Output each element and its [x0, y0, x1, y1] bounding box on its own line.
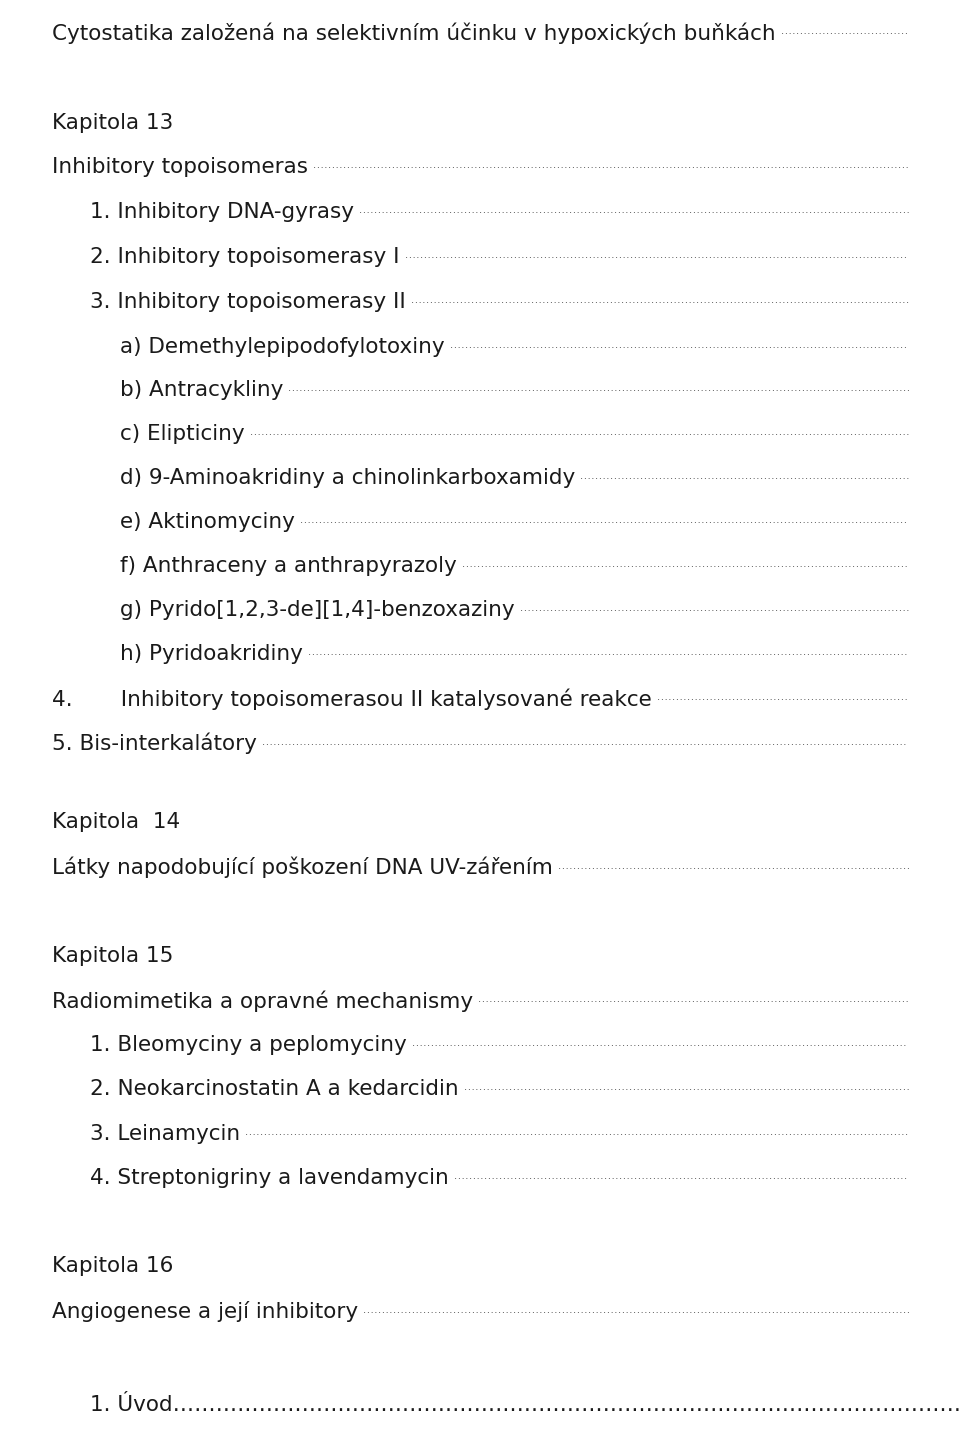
Text: 5. Bis-interkalátory: 5. Bis-interkalátory: [52, 732, 257, 754]
Text: Inhibitory topoisomeras: Inhibitory topoisomeras: [52, 157, 308, 177]
Text: 2. Inhibitory topoisomerasy I: 2. Inhibitory topoisomerasy I: [90, 247, 399, 267]
Text: f) Anthraceny a anthrapyrazoly: f) Anthraceny a anthrapyrazoly: [120, 556, 457, 576]
Text: Kapitola 13: Kapitola 13: [52, 113, 173, 134]
Text: a) Demethylepipodofylotoxiny: a) Demethylepipodofylotoxiny: [120, 337, 444, 358]
Text: 2. Neokarcinostatin A a kedarcidin: 2. Neokarcinostatin A a kedarcidin: [90, 1078, 459, 1099]
Text: 4.       Inhibitory topoisomerasou II katalysované reakce: 4. Inhibitory topoisomerasou II katalyso…: [52, 688, 652, 709]
Text: Kapitola 16: Kapitola 16: [52, 1256, 174, 1277]
Text: 3. Inhibitory topoisomerasy II: 3. Inhibitory topoisomerasy II: [90, 292, 406, 312]
Text: 3. Leinamycin: 3. Leinamycin: [90, 1124, 240, 1144]
Text: Kapitola  14: Kapitola 14: [52, 811, 180, 831]
Text: Radiomimetika a opravné mechanismy: Radiomimetika a opravné mechanismy: [52, 989, 473, 1011]
Text: 4. Streptonigriny a lavendamycin: 4. Streptonigriny a lavendamycin: [90, 1167, 448, 1188]
Text: h) Pyridoakridiny: h) Pyridoakridiny: [120, 643, 302, 663]
Text: c) Elipticiny: c) Elipticiny: [120, 424, 245, 444]
Text: 1. Bleomyciny a peplomyciny: 1. Bleomyciny a peplomyciny: [90, 1035, 407, 1055]
Text: Angiogenese a její inhibitory: Angiogenese a její inhibitory: [52, 1301, 358, 1323]
Text: e) Aktinomyciny: e) Aktinomyciny: [120, 513, 295, 531]
Text: Látky napodobující poškození DNA UV-zářením: Látky napodobující poškození DNA UV-záře…: [52, 857, 553, 879]
Text: 1. Inhibitory DNA-gyrasy: 1. Inhibitory DNA-gyrasy: [90, 202, 354, 223]
Text: b) Antracykliny: b) Antracykliny: [120, 381, 283, 401]
Text: d) 9-Aminoakridiny a chinolinkarboxamidy: d) 9-Aminoakridiny a chinolinkarboxamidy: [120, 468, 575, 488]
Text: 1. Úvod……………………………………………………………………………………………………………: 1. Úvod…………………………………………………………………………………………: [90, 1394, 960, 1414]
Text: Cytostatika založená na selektivním účinku v hypoxických buňkách: Cytostatika založená na selektivním účin…: [52, 22, 776, 43]
Text: g) Pyrido[1,2,3-de][1,4]-benzoxaziny: g) Pyrido[1,2,3-de][1,4]-benzoxaziny: [120, 600, 515, 620]
Text: Kapitola 15: Kapitola 15: [52, 946, 174, 966]
